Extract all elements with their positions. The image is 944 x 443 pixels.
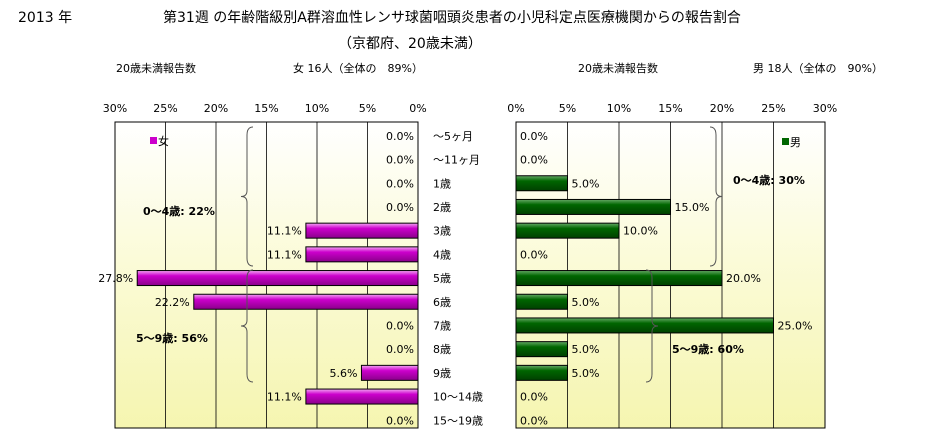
female-value-label: 11.1% (267, 225, 302, 238)
male-value-label: 0.0% (520, 154, 548, 167)
age-category-label: 5歳 (433, 272, 451, 285)
male-brace-5-9 (645, 269, 659, 383)
male-value-label: 20.0% (726, 272, 761, 285)
female-bar (305, 222, 419, 239)
male-value-label: 25.0% (778, 319, 813, 332)
male-value-label: 5.0% (572, 177, 600, 190)
male-value-label: 5.0% (572, 367, 600, 380)
age-category-label: 7歳 (433, 319, 451, 332)
female-bar (305, 388, 419, 405)
female-tick-label: 25% (153, 102, 177, 115)
female-tick-label: 20% (204, 102, 228, 115)
male-tick-label: 25% (761, 102, 785, 115)
male-bar (515, 341, 568, 358)
male-value-label: 0.0% (520, 391, 548, 404)
chart-subtitle: （京都府、20歳未満） (338, 36, 482, 52)
male-tick-label: 0% (507, 102, 524, 115)
age-category-label: 10～14歳 (433, 391, 483, 404)
female-value-label: 0.0% (386, 130, 414, 143)
female-value-label: 0.0% (386, 201, 414, 214)
female-tick-label: 0% (409, 102, 426, 115)
female-brace-5-9 (240, 269, 254, 383)
male-value-label: 0.0% (520, 414, 548, 427)
female-bar (136, 270, 419, 287)
female-legend-swatch (150, 137, 157, 144)
male-bar (515, 198, 671, 215)
male-tick-label: 20% (710, 102, 734, 115)
female-brace-0-4 (240, 126, 254, 267)
year-label: 2013 年 (18, 10, 72, 26)
female-value-label: 0.0% (386, 177, 414, 190)
male-value-label: 5.0% (572, 343, 600, 356)
female-value-label: 5.6% (329, 367, 357, 380)
age-category-label: 6歳 (433, 296, 451, 309)
male-tick-label: 5% (559, 102, 576, 115)
male-bar (515, 175, 568, 192)
female-annotation-0-4: 0～4歳: 22% (143, 204, 215, 218)
male-bar (515, 293, 568, 310)
male-chart: 0% 5% 10% 15% 20% 25% 30% 0.0% 0.0% 5.0% 15.0% 10.0… (507, 102, 837, 429)
age-category-label: 2歳 (433, 201, 451, 214)
male-bar (515, 317, 774, 334)
female-annotation-5-9: 5～9歳: 56% (136, 331, 208, 345)
male-bar (515, 222, 620, 239)
female-bar (305, 246, 419, 263)
female-chart: 30% 25% 20% 15% 10% 5% 0% 0.0% 0.0% 0.0% 0.0% 11.1%… (98, 102, 427, 429)
female-value-label: 27.8% (98, 272, 133, 285)
male-legend-swatch (782, 138, 789, 145)
female-tick-label: 10% (305, 102, 329, 115)
male-value-label: 10.0% (623, 225, 658, 238)
male-reported-label: 20歳未満報告数 (578, 62, 658, 75)
female-summary-label: 女 16人（全体の 89%） (293, 61, 423, 75)
age-category-label: ～11ヶ月 (433, 154, 480, 167)
male-tick-label: 30% (813, 102, 837, 115)
female-value-label: 22.2% (155, 296, 190, 309)
age-category-label: 15～19歳 (433, 414, 483, 427)
age-category-label: 3歳 (433, 225, 451, 238)
female-reported-label: 20歳未満報告数 (116, 62, 196, 75)
male-bar (515, 270, 723, 287)
male-value-label: 5.0% (572, 296, 600, 309)
female-value-label: 0.0% (386, 414, 414, 427)
male-tick-label: 15% (658, 102, 682, 115)
female-value-label: 0.0% (386, 343, 414, 356)
male-legend-label: 男 (790, 136, 801, 149)
chart-title: 第31週 の年齢階級別A群溶血性レンサ球菌咽頭炎患者の小児科定点医療機関からの報… (163, 9, 741, 26)
male-annotation-5-9: 5～9歳: 60% (672, 342, 744, 356)
female-value-label: 0.0% (386, 319, 414, 332)
male-value-label: 0.0% (520, 248, 548, 261)
age-category-labels: ～5ヶ月 ～11ヶ月 1歳 2歳 3歳 4歳 5歳 6歳 7歳 8歳 9歳 10～14歳 15～19歳 (433, 130, 483, 427)
female-legend-label: 女 (158, 134, 169, 148)
age-category-label: 9歳 (433, 367, 451, 380)
female-value-label: 11.1% (267, 391, 302, 404)
male-brace-0-4 (709, 126, 723, 267)
female-tick-label: 15% (254, 102, 278, 115)
male-value-label: 0.0% (520, 130, 548, 143)
male-value-label: 15.0% (675, 201, 710, 214)
age-category-label: 4歳 (433, 248, 451, 261)
female-bar (360, 364, 419, 381)
female-value-label: 0.0% (386, 154, 414, 167)
male-summary-label: 男 18人（全体の 90%） (753, 61, 883, 75)
male-bar (515, 364, 568, 381)
age-category-label: ～5ヶ月 (433, 130, 473, 143)
male-tick-label: 10% (607, 102, 631, 115)
age-category-label: 8歳 (433, 343, 451, 356)
female-tick-label: 5% (359, 102, 376, 115)
age-category-label: 1歳 (433, 177, 451, 190)
female-tick-label: 30% (103, 102, 127, 115)
female-value-label: 11.1% (267, 248, 302, 261)
female-bar (193, 293, 419, 310)
male-annotation-0-4: 0～4歳: 30% (733, 173, 805, 187)
